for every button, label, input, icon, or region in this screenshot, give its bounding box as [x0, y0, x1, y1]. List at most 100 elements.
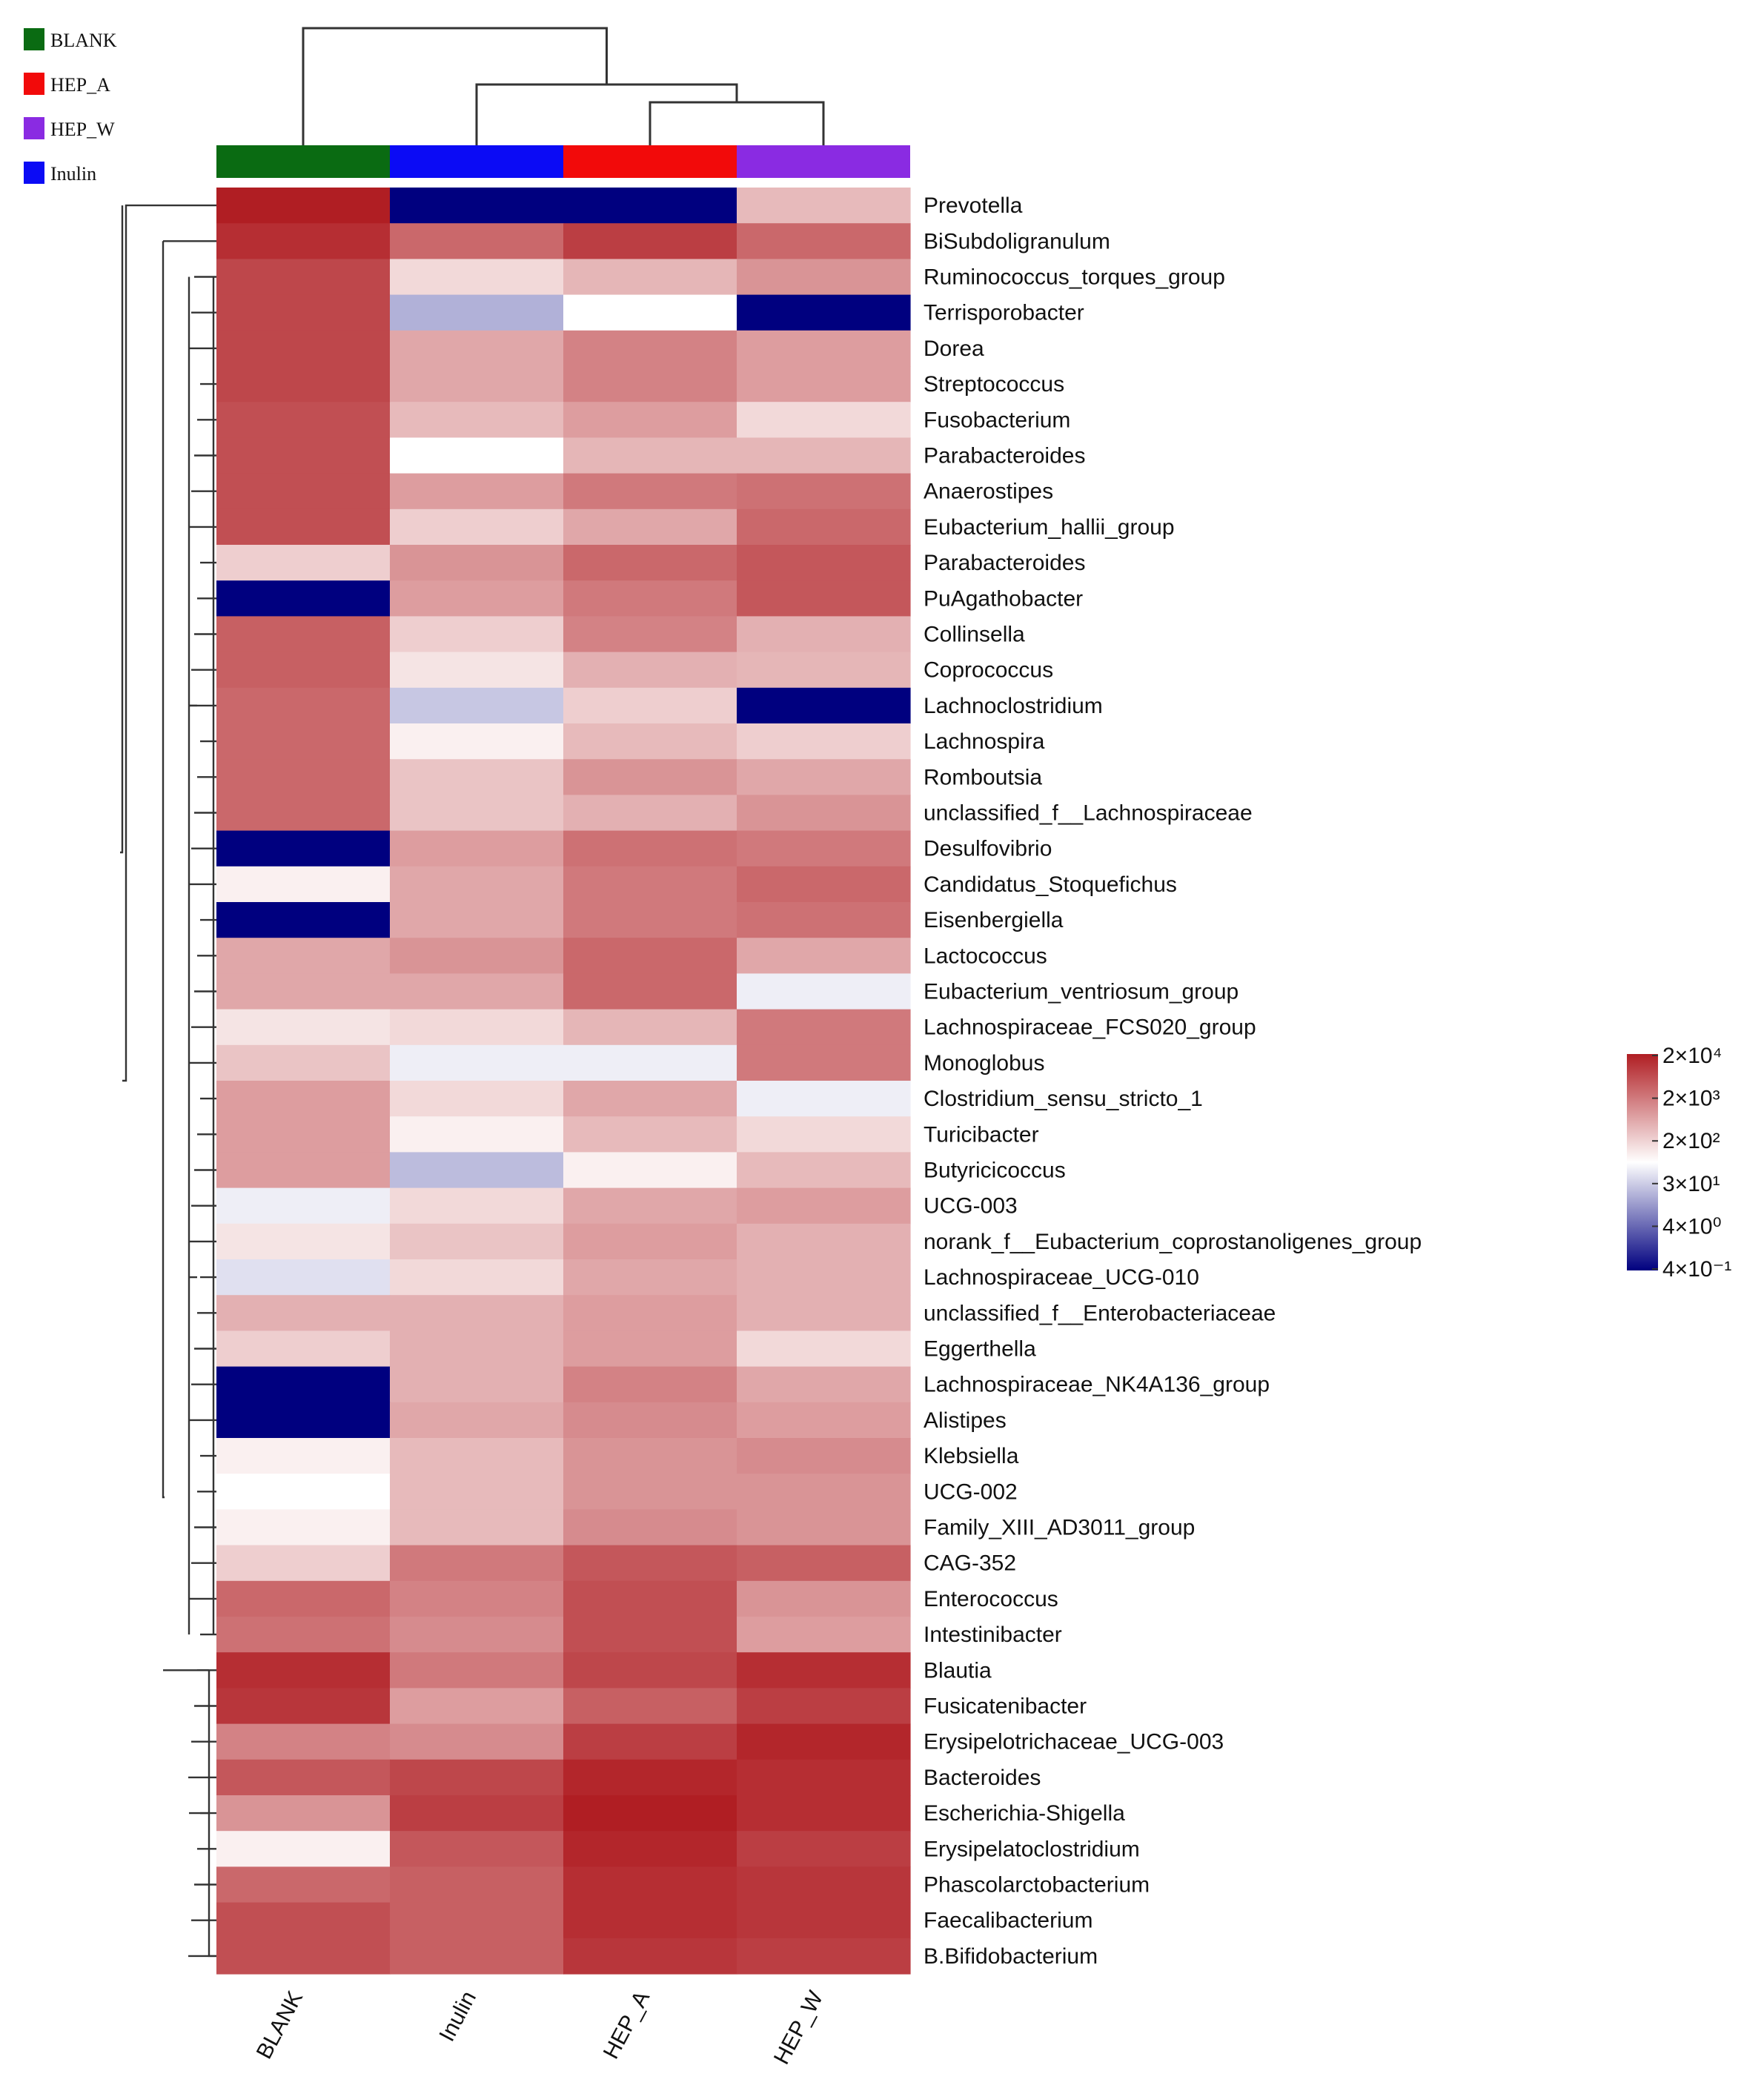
row-label-dorea: Dorea	[924, 337, 984, 361]
cell-terrisporobacter-hep-w	[737, 294, 911, 331]
cell-fusicatenibacter-hep-a	[563, 1688, 737, 1725]
cell-escherichia-shigella-hep-w	[737, 1795, 911, 1832]
cell-eubacterium-ventriosum-group-blank	[216, 973, 391, 1010]
cell-cag-352-inulin	[390, 1545, 564, 1582]
cell-puagathobacter-hep-a	[563, 580, 737, 617]
cell-lachnospiraceae-ucg-010-blank	[216, 1259, 391, 1296]
cell-prevotella-hep-w	[737, 188, 911, 224]
cell-dorea-inulin	[390, 330, 564, 367]
cell-fusobacterium-blank	[216, 402, 391, 438]
row-label-streptococcus: Streptococcus	[924, 372, 1064, 397]
cell-turicibacter-inulin	[390, 1116, 564, 1153]
cell-cag-352-hep-w	[737, 1545, 911, 1582]
legend-swatch-blank	[24, 28, 44, 50]
row-label-collinsella: Collinsella	[924, 623, 1025, 647]
legend-swatch-hep-a	[24, 73, 44, 95]
cell-family-xiii-ad3011-group-hep-w	[737, 1509, 911, 1546]
cell-blautia-blank	[216, 1652, 391, 1689]
cell-turicibacter-hep-w	[737, 1116, 911, 1153]
column-dendrogram	[302, 27, 825, 145]
cell-lachnospira-hep-w	[737, 723, 911, 760]
row-label-lachnospira: Lachnospira	[924, 729, 1045, 754]
cell-terrisporobacter-blank	[216, 294, 391, 331]
cell-erysipelatoclostridium-inulin	[390, 1831, 564, 1867]
cell-streptococcus-blank	[216, 366, 391, 402]
cell-butyricicoccus-inulin	[390, 1152, 564, 1189]
cell-candidatus-stoquefichus-inulin	[390, 866, 564, 903]
color-scale-label: 4×10⁻¹	[1662, 1257, 1731, 1282]
cell-anaerostipes-inulin	[390, 473, 564, 510]
row-dendro-trunk	[120, 205, 124, 854]
row-label-ucg-002: UCG-002	[924, 1479, 1018, 1504]
cell-bisubdoligranulum-hep-w	[737, 223, 911, 259]
cell-alistipes-hep-a	[563, 1402, 737, 1439]
row-dendro-prevotella	[122, 204, 216, 1082]
cell-family-xiii-ad3011-group-inulin	[390, 1509, 564, 1546]
column-labels: BLANK Inulin HEP_A HEP_W	[252, 1986, 829, 2068]
cell-alistipes-hep-w	[737, 1402, 911, 1439]
cell-collinsella-inulin	[390, 616, 564, 653]
group-bar-blank	[216, 145, 390, 178]
row-labels: Prevotella BiSubdoligranulum Ruminococcus_…	[924, 193, 1422, 1969]
cell-ruminococcus-torques-group-hep-a	[563, 259, 737, 296]
cell-intestinibacter-hep-w	[737, 1617, 911, 1653]
cell-erysipelatoclostridium-blank	[216, 1831, 391, 1867]
cell-faecalibacterium-hep-w	[737, 1902, 911, 1939]
cell-ucg-003-hep-a	[563, 1187, 737, 1225]
cell-cag-352-blank	[216, 1545, 391, 1582]
cell-escherichia-shigella-blank	[216, 1795, 391, 1832]
cell-terrisporobacter-hep-a	[563, 294, 737, 331]
row-label-lachnoclostridium: Lachnoclostridium	[924, 694, 1103, 718]
cell-coprococcus-inulin	[390, 652, 564, 689]
cell-turicibacter-hep-a	[563, 1116, 737, 1153]
cell-romboutsia-inulin	[390, 759, 564, 795]
cell-lachnospira-blank	[216, 723, 391, 760]
cell-desulfovibrio-hep-a	[563, 830, 737, 867]
legend-label-hep-w: HEP_W	[50, 119, 115, 140]
row-label-fusicatenibacter: Fusicatenibacter	[924, 1694, 1087, 1719]
cell-lachnospiraceae-nk4a136-group-hep-a	[563, 1366, 737, 1403]
cell-escherichia-shigella-inulin	[390, 1795, 564, 1832]
cell-eisenbergiella-hep-w	[737, 902, 911, 938]
row-label-klebsiella: Klebsiella	[924, 1444, 1019, 1468]
cell-clostridium-sensu-stricto-1-hep-a	[563, 1081, 737, 1117]
cell-desulfovibrio-inulin	[390, 830, 564, 867]
cell-lachnoclostridium-hep-a	[563, 687, 737, 724]
cell-lactococcus-inulin	[390, 938, 564, 974]
cell-parabacteroides-hep-w	[737, 437, 911, 474]
cell-desulfovibrio-blank	[216, 830, 391, 867]
cell-faecalibacterium-blank	[216, 1902, 391, 1939]
cell-butyricicoccus-blank	[216, 1152, 391, 1189]
color-scale-bar: 2×10⁴ 2×10³ 2×10² 3×10¹ 4×10⁰ 4×10⁻¹	[1627, 1044, 1731, 1282]
cell-parabacteroides-inulin	[390, 437, 564, 474]
cell-bacteroides-inulin	[390, 1759, 564, 1796]
cell-blautia-inulin	[390, 1652, 564, 1689]
column-label-inulin: Inulin	[434, 1987, 481, 2046]
cell-lachnoclostridium-inulin	[390, 687, 564, 724]
cell-b-bifidobacterium-hep-a	[563, 1938, 737, 1975]
cell-eisenbergiella-hep-a	[563, 902, 737, 938]
cell-lachnospiraceae-nk4a136-group-hep-w	[737, 1366, 911, 1403]
row-label-unclassified-f-enterobacteriaceae: unclassified_f__Enterobacteriaceae	[924, 1301, 1276, 1325]
cell-phascolarctobacterium-inulin	[390, 1866, 564, 1903]
row-label-bisubdoligranulum: BiSubdoligranulum	[924, 229, 1110, 253]
cell-fusicatenibacter-inulin	[390, 1688, 564, 1725]
color-scale-label: 2×10²	[1662, 1129, 1720, 1153]
legend-swatch-inulin	[24, 162, 44, 184]
cell-ruminococcus-torques-group-inulin	[390, 259, 564, 296]
row-label-faecalibacterium: Faecalibacterium	[924, 1909, 1092, 1933]
cell-eubacterium-hallii-group-hep-a	[563, 508, 737, 546]
legend-swatch-hep-w	[24, 117, 44, 139]
cell-eubacterium-ventriosum-group-inulin	[390, 973, 564, 1010]
row-label-turicibacter: Turicibacter	[924, 1122, 1039, 1147]
cell-puagathobacter-blank	[216, 580, 391, 617]
cell-coprococcus-blank	[216, 652, 391, 689]
row-label-norank-f-eubacterium-coprostanoligenes-group: norank_f__Eubacterium_coprostanoligenes_…	[924, 1230, 1422, 1254]
cell-family-xiii-ad3011-group-blank	[216, 1509, 391, 1546]
cell-clostridium-sensu-stricto-1-hep-w	[737, 1081, 911, 1117]
cell-intestinibacter-inulin	[390, 1617, 564, 1653]
cell-family-xiii-ad3011-group-hep-a	[563, 1509, 737, 1546]
row-label-monoglobus: Monoglobus	[924, 1051, 1044, 1076]
cell-alistipes-inulin	[390, 1402, 564, 1439]
row-label-intestinibacter: Intestinibacter	[924, 1623, 1062, 1647]
